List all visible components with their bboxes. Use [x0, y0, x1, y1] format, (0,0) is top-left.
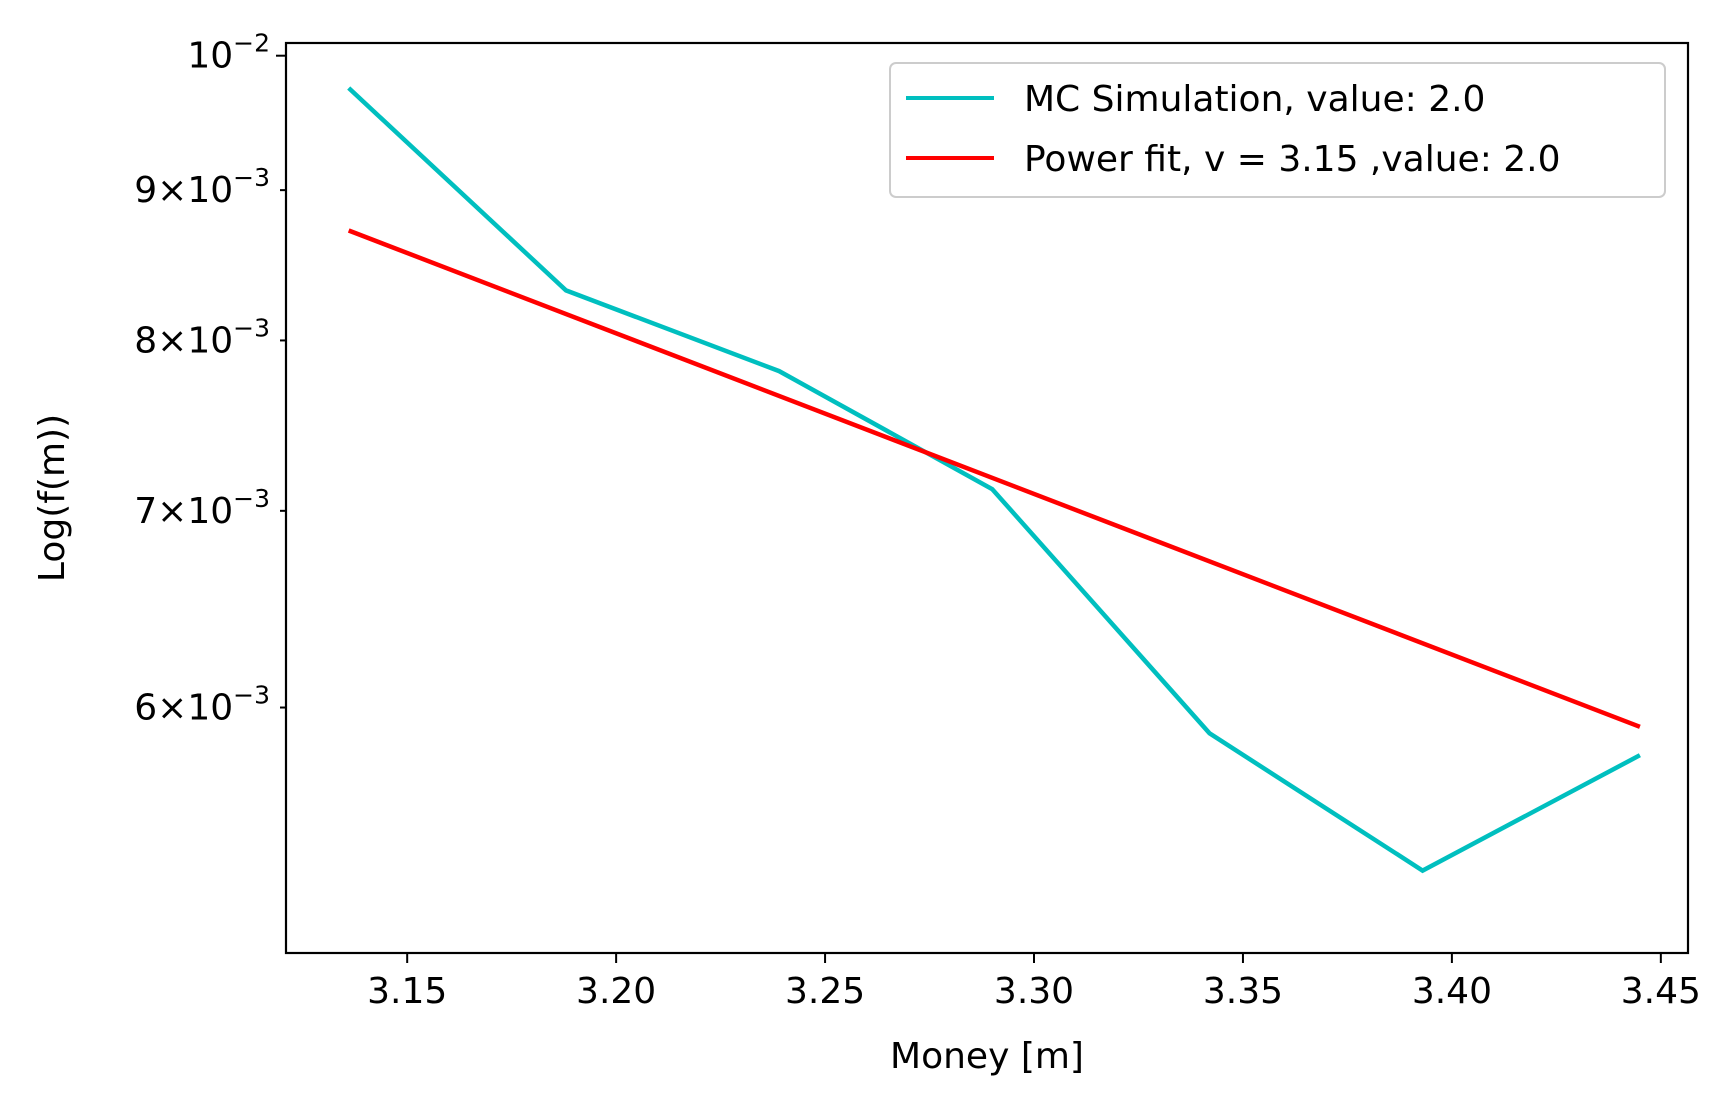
x-tick-label: 3.40	[1412, 971, 1492, 1012]
x-axis-title: Money [m]	[890, 1036, 1084, 1077]
y-tick-label: 10−2	[187, 29, 270, 77]
y-axis: 6×10−3 7×10−3 8×10−3 9×10−3 10−2	[134, 29, 286, 729]
legend: MC Simulation, value: 2.0 Power fit, v =…	[889, 62, 1666, 198]
x-tick-label: 3.20	[576, 971, 656, 1012]
y-tick-label: 7×10−3	[134, 484, 270, 532]
y-tick-label: 8×10−3	[134, 313, 270, 361]
y-axis-title: Log(f(m))	[32, 414, 73, 582]
plot-frame	[284, 41, 1690, 955]
y-tick-label: 6×10−3	[134, 681, 270, 729]
legend-label-power-fit: Power fit, v = 3.15 ,value: 2.0	[1024, 139, 1561, 180]
series-line-power-fit	[347, 228, 1641, 729]
y-tick-label: 9×10−3	[134, 163, 270, 211]
x-tick-label: 3.35	[1203, 971, 1283, 1012]
x-tick-label: 3.45	[1621, 971, 1701, 1012]
series-line-mc-simulation	[347, 86, 1641, 874]
x-axis: 3.15 3.20 3.25 3.30 3.35 3.40 3.45	[367, 953, 1701, 1012]
x-tick-label: 3.30	[994, 971, 1074, 1012]
x-tick-label: 3.15	[367, 971, 447, 1012]
legend-box	[889, 62, 1666, 198]
x-tick-label: 3.25	[785, 971, 865, 1012]
series-layer	[347, 86, 1641, 874]
legend-label-mc-simulation: MC Simulation, value: 2.0	[1024, 79, 1485, 120]
